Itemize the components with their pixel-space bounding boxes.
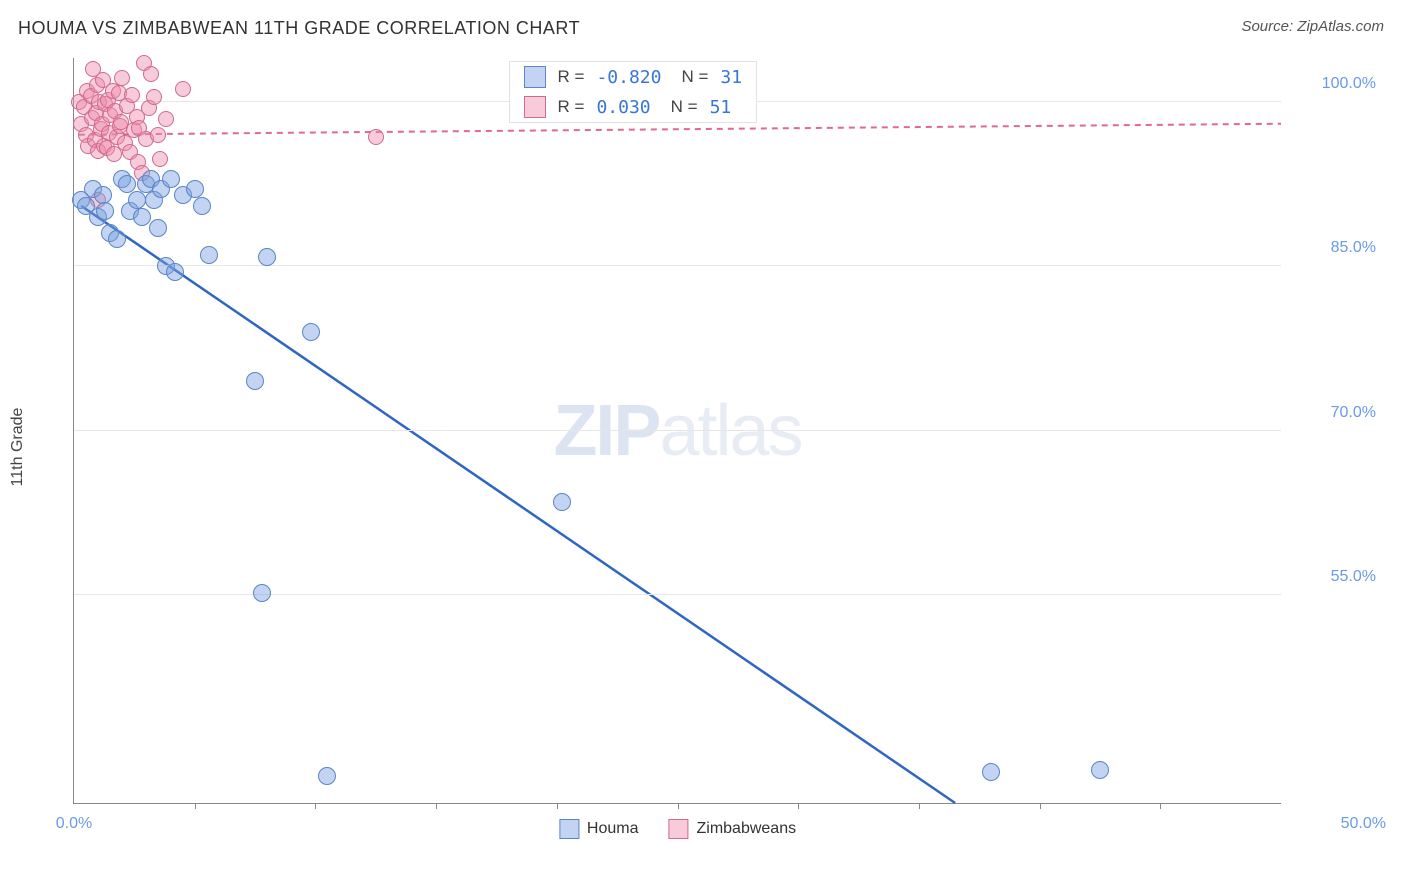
x-tick-label-max: 50.0% <box>1341 815 1386 833</box>
data-point-houma <box>553 493 571 511</box>
legend-swatch-zimb <box>524 96 546 118</box>
legend-series: Houma Zimbabweans <box>559 819 796 839</box>
gridline-h <box>74 265 1281 266</box>
legend-n-value: 31 <box>720 67 742 88</box>
data-point-houma <box>118 175 136 193</box>
data-point-houma <box>253 584 271 602</box>
data-point-houma <box>1091 761 1109 779</box>
data-point-zimb <box>368 129 384 145</box>
legend-row-zimb: R = 0.030 N = 51 <box>510 92 757 122</box>
gridline-h <box>74 430 1281 431</box>
data-point-houma <box>193 197 211 215</box>
data-point-houma <box>133 208 151 226</box>
y-tick-label: 100.0% <box>1322 75 1376 93</box>
data-point-zimb <box>152 151 168 167</box>
legend-r-value: 0.030 <box>596 97 650 118</box>
x-tick-label-min: 0.0% <box>56 815 92 833</box>
data-point-houma <box>128 191 146 209</box>
data-point-houma <box>162 170 180 188</box>
plot-area: ZIPatlas 55.0%70.0%85.0%100.0%0.0%50.0%R… <box>73 58 1281 804</box>
data-point-houma <box>149 219 167 237</box>
data-point-zimb <box>143 66 159 82</box>
y-axis-label: 11th Grade <box>9 408 27 487</box>
source-attribution: Source: ZipAtlas.com <box>1241 18 1384 35</box>
data-point-zimb <box>146 89 162 105</box>
data-point-houma <box>318 767 336 785</box>
data-point-houma <box>302 323 320 341</box>
data-point-houma <box>200 246 218 264</box>
legend-n-value: 51 <box>710 97 732 118</box>
x-tick-mark <box>919 803 920 809</box>
y-tick-label: 85.0% <box>1331 239 1376 257</box>
legend-item-houma: Houma <box>559 819 639 839</box>
x-tick-mark <box>1040 803 1041 809</box>
chart-title: HOUMA VS ZIMBABWEAN 11TH GRADE CORRELATI… <box>18 18 580 39</box>
legend-r-label: R = <box>558 97 585 117</box>
legend-correlation-box: R =-0.820N =31R = 0.030N =51 <box>509 61 758 123</box>
data-point-houma <box>108 230 126 248</box>
data-point-zimb <box>150 127 166 143</box>
x-tick-mark <box>557 803 558 809</box>
legend-n-label: N = <box>681 67 708 87</box>
legend-swatch-houma <box>524 66 546 88</box>
trend-line-houma <box>81 206 955 803</box>
x-tick-mark <box>436 803 437 809</box>
x-tick-mark <box>1160 803 1161 809</box>
legend-label-zimb: Zimbabweans <box>696 820 796 838</box>
legend-n-label: N = <box>671 97 698 117</box>
y-tick-label: 70.0% <box>1331 404 1376 422</box>
data-point-zimb <box>175 81 191 97</box>
trend-line-zimb <box>79 124 1281 135</box>
x-tick-mark <box>195 803 196 809</box>
data-point-houma <box>94 186 112 204</box>
y-tick-label: 55.0% <box>1331 568 1376 586</box>
data-point-zimb <box>158 111 174 127</box>
data-point-houma <box>186 180 204 198</box>
data-point-houma <box>96 202 114 220</box>
data-point-houma <box>258 248 276 266</box>
data-point-houma <box>246 372 264 390</box>
legend-r-label: R = <box>558 67 585 87</box>
x-tick-mark <box>678 803 679 809</box>
x-tick-mark <box>315 803 316 809</box>
legend-r-value: -0.820 <box>596 67 661 88</box>
chart-container: 11th Grade ZIPatlas 55.0%70.0%85.0%100.0… <box>18 50 1386 844</box>
data-point-houma <box>982 763 1000 781</box>
legend-item-zimb: Zimbabweans <box>668 819 796 839</box>
data-point-zimb <box>124 87 140 103</box>
data-point-houma <box>166 263 184 281</box>
data-point-zimb <box>114 70 130 86</box>
trend-lines-layer <box>74 58 1281 803</box>
legend-swatch-zimb <box>668 819 688 839</box>
x-tick-mark <box>798 803 799 809</box>
legend-label-houma: Houma <box>587 820 639 838</box>
legend-swatch-houma <box>559 819 579 839</box>
legend-row-houma: R = -0.820 N = 31 <box>510 62 757 92</box>
